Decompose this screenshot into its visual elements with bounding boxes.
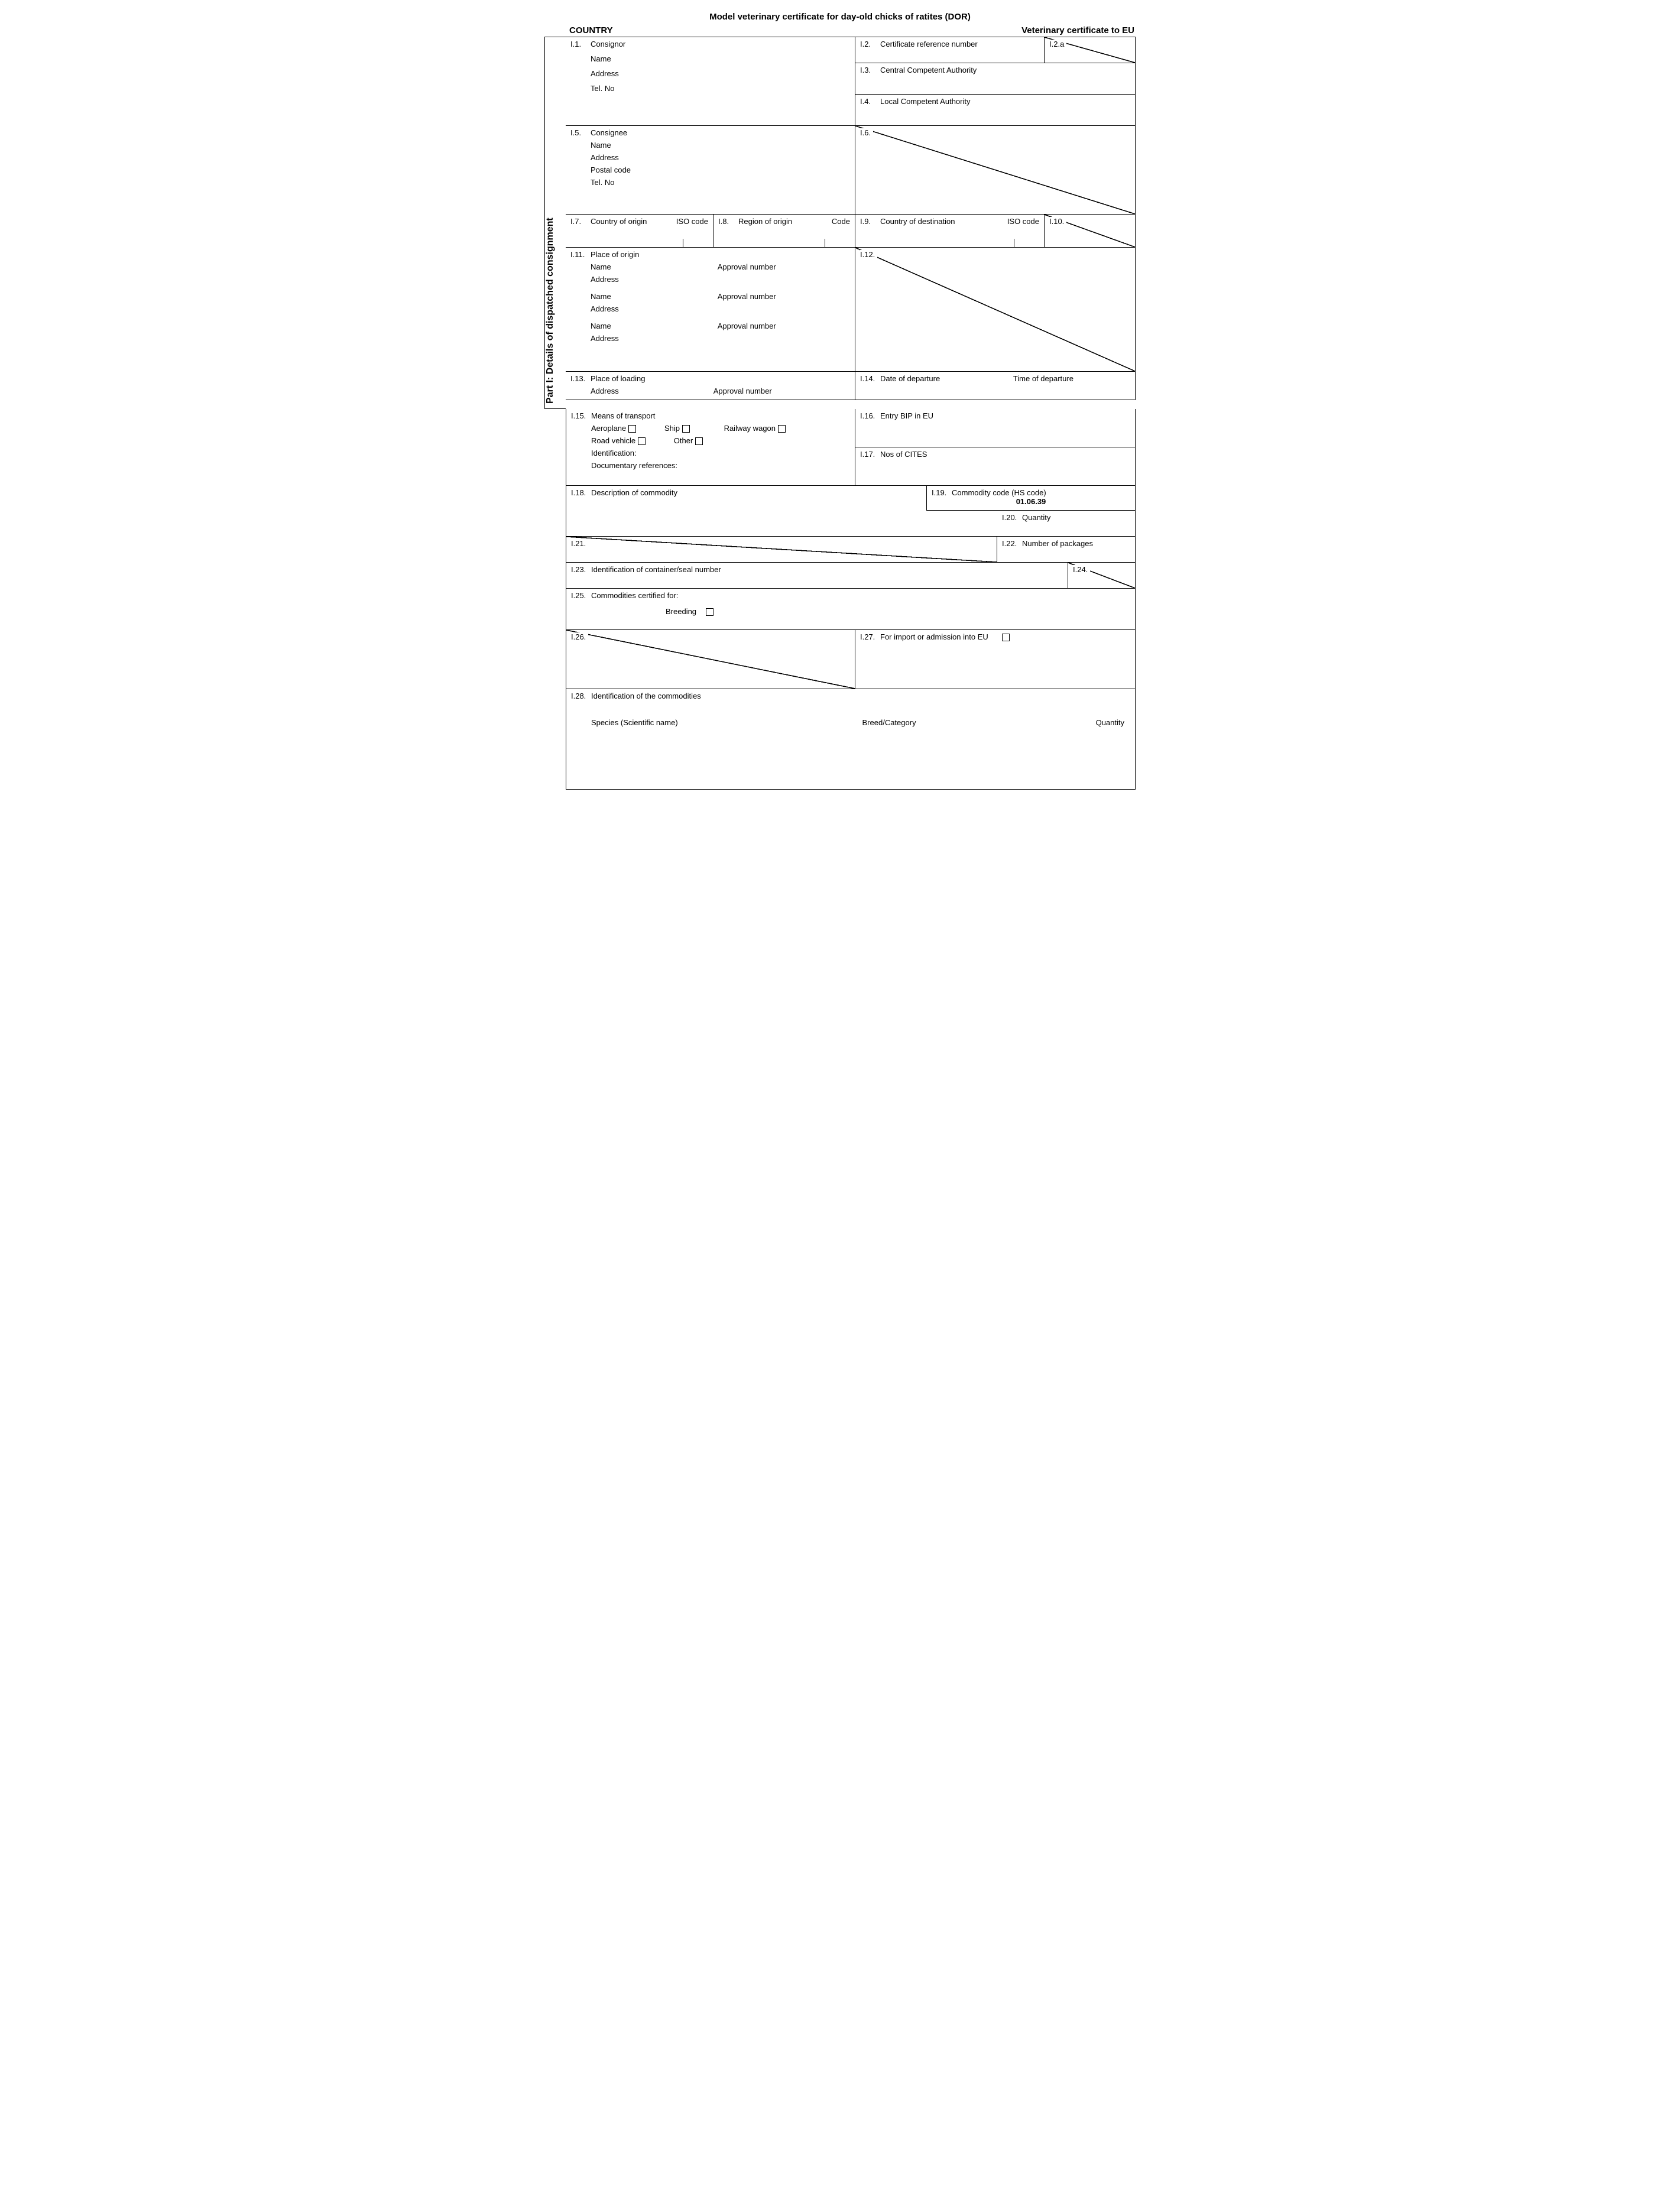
part-i-side-label: Part I: Details of dispatched consignmen…: [544, 37, 566, 409]
form-title: Model veterinary certificate for day-old…: [544, 12, 1136, 22]
checkbox-aeroplane[interactable]: [628, 425, 636, 433]
box-i4: I.4.Local Competent Authority: [855, 95, 1136, 126]
checkbox-rail[interactable]: [778, 425, 786, 433]
box-i27: I.27.For import or admission into EU: [855, 630, 1136, 689]
box-i26: I.26.: [566, 630, 855, 689]
checkbox-i27[interactable]: [1002, 634, 1010, 641]
i5-name: Name: [570, 141, 850, 150]
i5-postal: Postal code: [570, 165, 850, 174]
box-i2: I.2.Certificate reference number: [855, 37, 1045, 63]
i5-address: Address: [570, 153, 850, 162]
box-i11: I.11.Place of origin NameApproval number…: [566, 248, 855, 372]
checkbox-road[interactable]: [638, 437, 646, 445]
box-i6: I.6.: [855, 126, 1136, 215]
box-i8: I.8.Region of origin Code: [713, 215, 855, 248]
box-i3: I.3.Central Competent Authority: [855, 63, 1136, 95]
i19-value: 01.06.39: [932, 497, 1130, 506]
i5-tel: Tel. No: [570, 178, 850, 187]
box-i13: I.13.Place of loading AddressApproval nu…: [566, 372, 855, 400]
box-i18: I.18.Description of commodity: [566, 486, 926, 537]
box-i20: I.20.Quantity: [997, 511, 1136, 537]
box-i7: I.7.Country of origin ISO code: [566, 215, 713, 248]
i1-name: Name: [570, 54, 850, 63]
box-i5: I.5.Consignee Name Address Postal code T…: [566, 126, 855, 215]
box-i24: I.24.: [1068, 563, 1136, 589]
box-i9: I.9.Country of destination ISO code: [855, 215, 1045, 248]
i28-col-breed: Breed/Category: [810, 718, 967, 727]
checkbox-breeding[interactable]: [706, 608, 713, 616]
box-i17: I.17.Nos of CITES: [855, 447, 1136, 486]
box-i22: I.22.Number of packages: [997, 537, 1136, 563]
box-i1: I.1.Consignor Name Address Tel. No: [566, 37, 855, 126]
box-i12: I.12.: [855, 248, 1136, 372]
checkbox-ship[interactable]: [682, 425, 690, 433]
i1-tel: Tel. No: [570, 84, 850, 93]
i28-col-species: Species (Scientific name): [591, 718, 810, 727]
box-i19: I.19.Commodity code (HS code) 01.06.39: [926, 486, 1136, 511]
i28-col-qty: Quantity: [968, 718, 1130, 727]
box-i15: I.15.Means of transport Aeroplane Ship R…: [566, 409, 855, 486]
box-i25: I.25.Commodities certified for: Breeding: [566, 589, 1136, 630]
checkbox-other[interactable]: [695, 437, 703, 445]
i1-address: Address: [570, 69, 850, 78]
box-i21: I.21.: [566, 537, 997, 563]
box-i16: I.16.Entry BIP in EU: [855, 409, 1136, 447]
box-i14: I.14.Date of departure Time of departure: [855, 372, 1136, 400]
box-i28: I.28.Identification of the commodities S…: [566, 689, 1136, 790]
box-i2a: I.2.a: [1045, 37, 1136, 63]
box-i23: I.23.Identification of container/seal nu…: [566, 563, 1068, 589]
box-i10: I.10.: [1045, 215, 1136, 248]
header-country: COUNTRY: [569, 25, 613, 35]
header-right: Veterinary certificate to EU: [1021, 25, 1134, 35]
